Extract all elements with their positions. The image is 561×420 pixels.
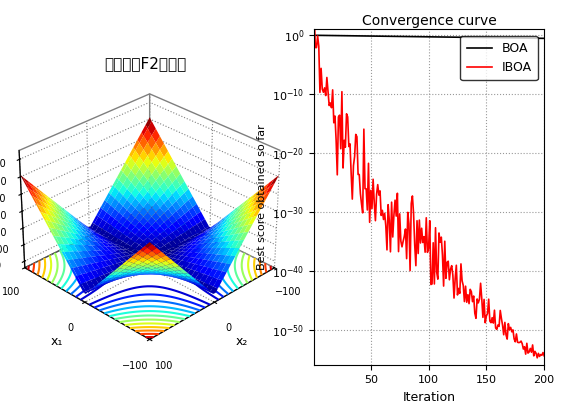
BOA — [311, 33, 318, 38]
BOA — [325, 33, 332, 38]
IBOA — [353, 134, 360, 139]
IBOA — [541, 353, 548, 358]
X-axis label: Iteration: Iteration — [403, 391, 456, 404]
BOA — [320, 33, 327, 38]
Legend: BOA, IBOA: BOA, IBOA — [460, 36, 538, 80]
BOA — [541, 36, 548, 41]
X-axis label: x₂: x₂ — [236, 335, 248, 348]
BOA — [529, 36, 536, 41]
IBOA — [534, 355, 541, 360]
Line: IBOA: IBOA — [314, 12, 544, 358]
BOA — [353, 33, 360, 38]
Line: BOA: BOA — [314, 35, 544, 38]
Title: Convergence curve: Convergence curve — [362, 14, 496, 28]
IBOA — [325, 89, 332, 94]
IBOA — [521, 344, 528, 349]
Y-axis label: x₁: x₁ — [51, 335, 63, 348]
Y-axis label: Best score obtained so far: Best score obtained so far — [257, 124, 267, 270]
BOA — [372, 34, 379, 39]
IBOA — [372, 218, 379, 223]
BOA — [521, 36, 528, 41]
IBOA — [529, 342, 536, 347]
Title: 基准函数F2三维图: 基准函数F2三维图 — [105, 56, 187, 71]
IBOA — [320, 90, 327, 95]
IBOA — [311, 9, 318, 14]
